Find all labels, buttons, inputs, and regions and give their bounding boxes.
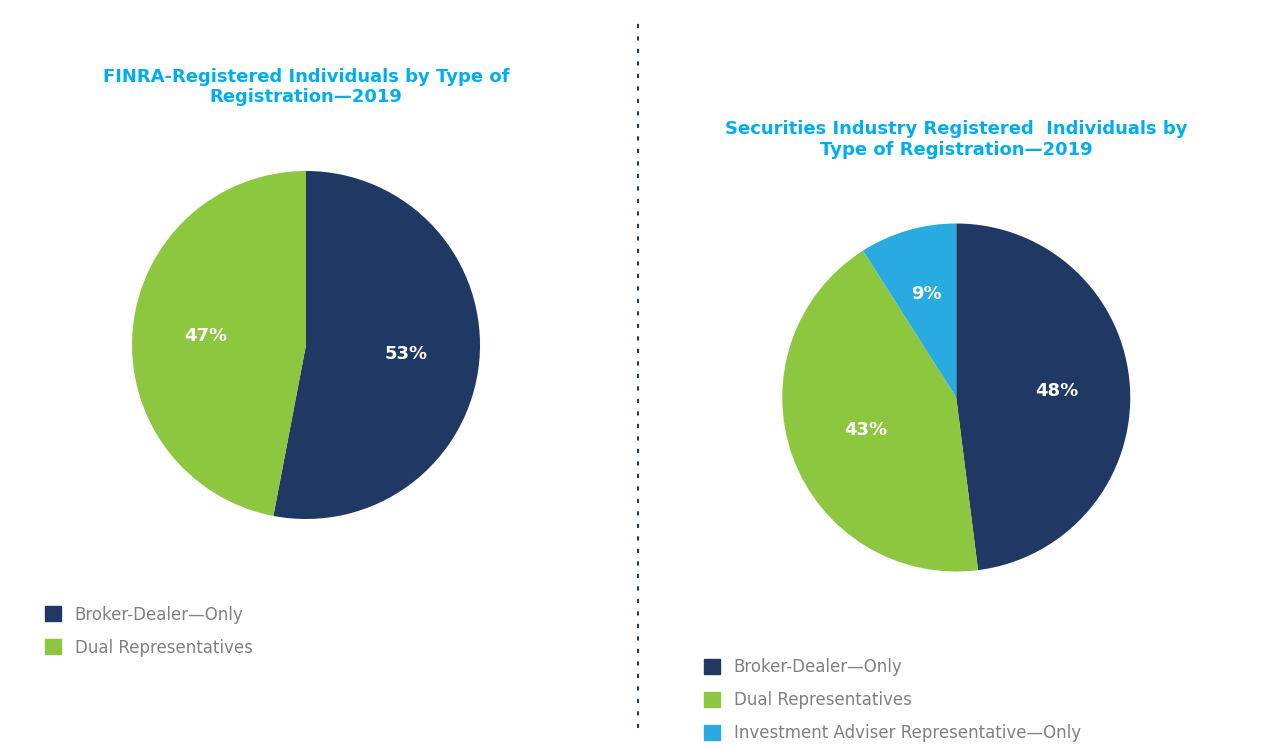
Title: Securities Industry Registered  Individuals by
Type of Registration—2019: Securities Industry Registered Individua… <box>725 120 1187 159</box>
Text: 9%: 9% <box>910 285 941 303</box>
Title: FINRA-Registered Individuals by Type of
Registration—2019: FINRA-Registered Individuals by Type of … <box>103 68 509 106</box>
Wedge shape <box>273 171 479 519</box>
Legend: Broker-Dealer—Only, Dual Representatives: Broker-Dealer—Only, Dual Representatives <box>45 606 252 657</box>
Text: 43%: 43% <box>844 421 887 439</box>
Legend: Broker-Dealer—Only, Dual Representatives, Investment Adviser Representative—Only: Broker-Dealer—Only, Dual Representatives… <box>704 658 1081 742</box>
Text: 48%: 48% <box>1035 382 1079 400</box>
Wedge shape <box>133 171 306 516</box>
Text: 47%: 47% <box>184 326 227 344</box>
Text: 53%: 53% <box>385 346 428 364</box>
Wedge shape <box>956 224 1130 570</box>
Wedge shape <box>863 224 956 398</box>
Wedge shape <box>783 251 978 572</box>
